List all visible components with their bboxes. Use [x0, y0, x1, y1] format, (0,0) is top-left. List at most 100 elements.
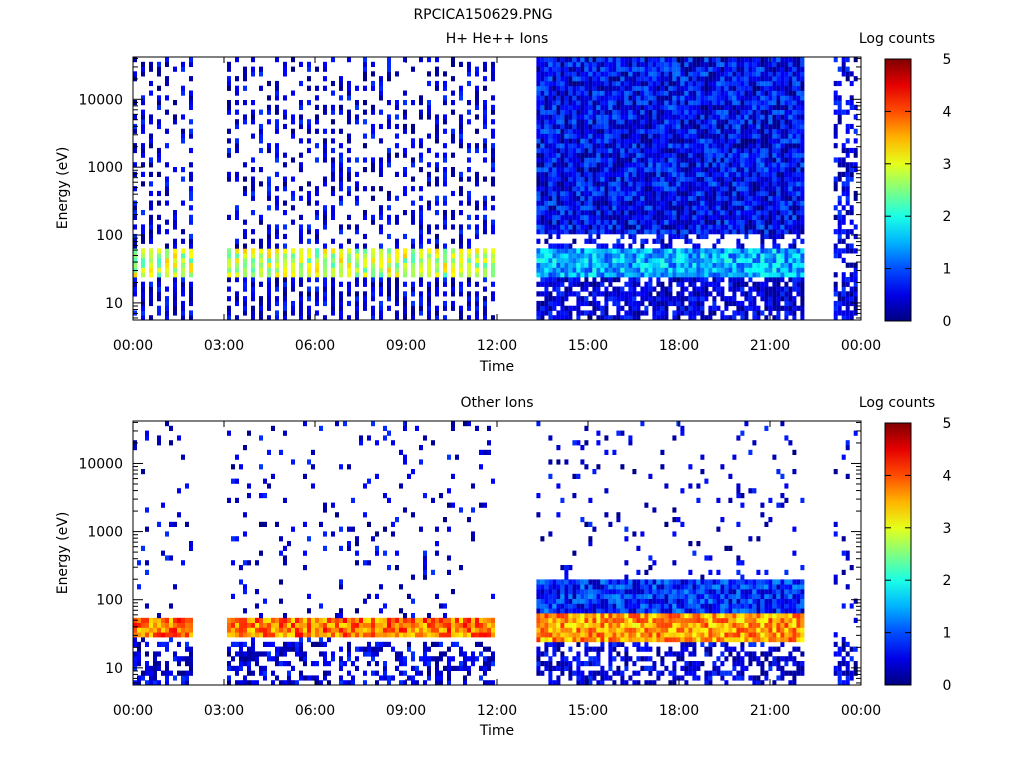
- heatmap-cell: [536, 143, 541, 149]
- heatmap-cell: [660, 71, 665, 77]
- heatmap-cell: [652, 272, 657, 278]
- heatmap-cell: [692, 291, 697, 297]
- heatmap-cell: [564, 143, 569, 149]
- heatmap-cell: [776, 61, 781, 67]
- heatmap-cell: [259, 300, 263, 307]
- heatmap-cell: [596, 262, 601, 268]
- heatmap-cell: [704, 61, 709, 67]
- heatmap-cell: [604, 214, 609, 220]
- heatmap-cell: [620, 133, 625, 139]
- heatmap-cell: [680, 100, 685, 106]
- heatmap-cell: [403, 128, 407, 134]
- heatmap-cell: [636, 214, 641, 220]
- heatmap-cell: [467, 157, 471, 163]
- heatmap-cell: [636, 152, 641, 158]
- heatmap-cell: [688, 133, 693, 139]
- heatmap-cell: [784, 85, 789, 91]
- heatmap-cell: [728, 277, 733, 283]
- heatmap-cell: [676, 109, 681, 115]
- heatmap-cell: [157, 214, 161, 220]
- heatmap-cell: [435, 248, 439, 254]
- heatmap-cell: [704, 181, 709, 187]
- heatmap-cell: [141, 224, 145, 230]
- heatmap-cell: [536, 219, 541, 225]
- heatmap-cell: [632, 71, 637, 77]
- heatmap-cell: [712, 123, 717, 130]
- heatmap-cell: [259, 267, 263, 273]
- heatmap-cell: [564, 257, 569, 263]
- heatmap-cell: [740, 257, 745, 263]
- heatmap-cell: [660, 243, 665, 249]
- heatmap-cell: [724, 143, 729, 149]
- heatmap-cell: [640, 248, 645, 254]
- heatmap-cell: [568, 224, 573, 230]
- heatmap-cell: [628, 277, 633, 283]
- heatmap-cell: [323, 296, 327, 302]
- heatmap-cell: [339, 243, 343, 249]
- heatmap-cell: [776, 205, 781, 211]
- heatmap-cell: [845, 281, 850, 287]
- heatmap-cell: [784, 296, 789, 302]
- heatmap-cell: [784, 310, 789, 316]
- heatmap-cell: [788, 76, 793, 82]
- heatmap-cell: [696, 214, 701, 220]
- heatmap-cell: [536, 214, 541, 220]
- heatmap-cell: [395, 262, 399, 268]
- heatmap-cell: [588, 85, 593, 91]
- heatmap-cell: [149, 315, 153, 321]
- heatmap-cell: [652, 157, 657, 163]
- heatmap-cell: [608, 272, 613, 278]
- heatmap-cell: [720, 233, 725, 240]
- heatmap-cell: [768, 71, 773, 77]
- heatmap-cell: [181, 61, 185, 67]
- heatmap-cell: [704, 200, 709, 206]
- heatmap-cell: [600, 229, 605, 235]
- heatmap-cell: [556, 143, 561, 149]
- heatmap-cell: [712, 114, 717, 120]
- heatmap-cell: [668, 267, 673, 273]
- heatmap-cell: [435, 195, 439, 201]
- heatmap-cell: [371, 186, 375, 192]
- heatmap-cell: [764, 61, 769, 67]
- heatmap-cell: [459, 224, 463, 230]
- heatmap-cell: [676, 195, 681, 201]
- heatmap-cell: [712, 272, 717, 278]
- heatmap-cell: [700, 76, 705, 82]
- heatmap-cell: [776, 281, 781, 287]
- heatmap-cell: [604, 138, 609, 144]
- heatmap-cell: [371, 315, 375, 321]
- heatmap-cell: [724, 171, 729, 177]
- heatmap-cell: [580, 152, 585, 158]
- heatmap-cell: [680, 123, 685, 130]
- heatmap-cell: [672, 310, 677, 316]
- heatmap-cell: [632, 195, 637, 201]
- heatmap-cell: [612, 80, 617, 87]
- heatmap-cell: [624, 85, 629, 91]
- heatmap-cell: [680, 281, 685, 287]
- heatmap-cell: [668, 214, 673, 220]
- heatmap-cell: [620, 205, 625, 211]
- heatmap-cell: [592, 80, 597, 87]
- heatmap-cell: [616, 186, 621, 192]
- heatmap-cell: [744, 61, 749, 67]
- heatmap-cell: [291, 248, 295, 254]
- heatmap-cell: [772, 300, 777, 307]
- heatmap-cell: [724, 181, 729, 187]
- heatmap-cell: [644, 181, 649, 187]
- heatmap-cell: [620, 195, 625, 201]
- heatmap-cell: [720, 181, 725, 187]
- heatmap-cell: [592, 95, 597, 101]
- heatmap-cell: [189, 272, 193, 278]
- heatmap-cell: [299, 214, 303, 220]
- heatmap-cell: [616, 291, 621, 297]
- heatmap-cell: [572, 190, 577, 197]
- heatmap-cell: [716, 305, 721, 311]
- heatmap-cell: [672, 190, 677, 197]
- heatmap-cell: [764, 210, 769, 216]
- heatmap-cell: [568, 229, 573, 235]
- heatmap-cell: [403, 296, 407, 302]
- heatmap-cell: [640, 66, 645, 72]
- heatmap-cell: [475, 281, 479, 287]
- heatmap-cell: [243, 76, 247, 82]
- heatmap-cell: [648, 186, 653, 192]
